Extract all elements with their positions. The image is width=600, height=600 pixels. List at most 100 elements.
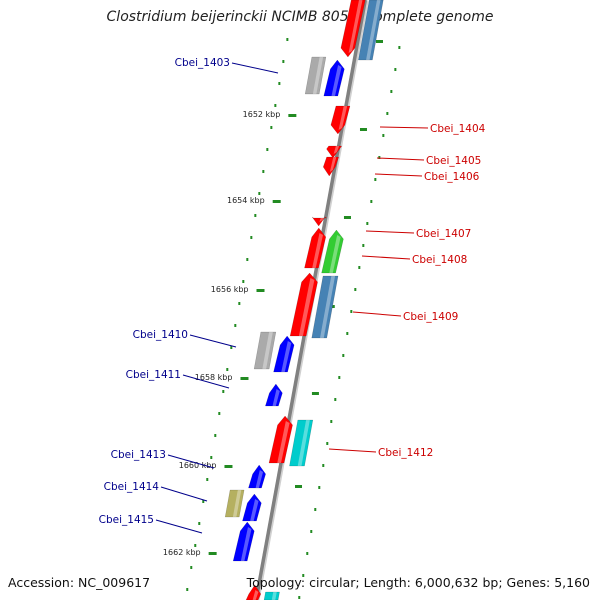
scale-tick (240, 377, 249, 380)
genome-title: Clostridium beijerinckii NCIMB 8052, com… (106, 9, 494, 25)
label-Cbei_1412[interactable]: Cbei_1412 (378, 447, 433, 459)
gene-red-bottom[interactable] (245, 584, 262, 600)
label-Cbei_1408[interactable]: Cbei_1408 (412, 254, 467, 266)
scale-tick (256, 289, 265, 292)
gene-Cbei_1407[interactable] (304, 227, 327, 269)
track-dot-left (282, 60, 285, 63)
track-dot-right (378, 156, 381, 159)
track-dot-right (350, 310, 353, 313)
label-Cbei_1413[interactable]: Cbei_1413 (111, 449, 166, 461)
track-dot-left (222, 390, 225, 393)
gene-steel-top[interactable] (358, 0, 384, 61)
track-dot-right (298, 596, 301, 599)
gene-Cbei_1413-shade (255, 470, 264, 488)
track-dot-right (398, 46, 401, 49)
gene-Cbei_1412-red-shade (277, 421, 290, 463)
gene-Cbei_1414-olive[interactable] (224, 489, 245, 518)
track-dot-right (302, 574, 305, 577)
gene-Cbei_1412[interactable] (289, 419, 314, 467)
track-dot-right (382, 134, 385, 137)
leader-Cbei_1408 (361, 255, 411, 260)
gene-Cbei_1414-shade (250, 499, 259, 521)
track-dot-left (274, 104, 277, 107)
scale-tick-right (295, 485, 303, 488)
gene-Cbei_1410[interactable] (273, 335, 295, 373)
accession-label: Accession: NC_009617 (8, 575, 151, 590)
track-dot-right (374, 178, 377, 181)
track-dot-right (386, 112, 389, 115)
gene-Cbei_1409[interactable] (311, 275, 339, 339)
leader-Cbei_1414 (160, 486, 208, 502)
label-Cbei_1409[interactable]: Cbei_1409 (403, 311, 458, 323)
gene-Cbei_1407-cap[interactable] (311, 216, 328, 227)
gene-Cbei_1410-gray[interactable] (253, 331, 277, 370)
label-Cbei_1406[interactable]: Cbei_1406 (424, 171, 480, 183)
gene-cyan-bottom-shade (271, 592, 277, 600)
leader-Cbei_1403 (231, 62, 279, 74)
track-dot-right (334, 398, 337, 401)
track-dot-left (270, 126, 273, 129)
track-dot-left (246, 258, 249, 261)
gene-Cbei_1408[interactable] (321, 229, 344, 274)
gene-Cbei_1406[interactable] (322, 156, 340, 177)
track-dot-left (238, 302, 241, 305)
track-dot-left (218, 412, 221, 415)
gene-Cbei_1413[interactable] (248, 464, 266, 489)
leader-Cbei_1405 (376, 157, 425, 161)
gene-Cbei_1404[interactable] (330, 105, 351, 135)
leader-Cbei_1404 (379, 126, 429, 129)
gene-Cbei_1403-gray[interactable] (304, 56, 327, 95)
gene-Cbei_1405[interactable] (326, 145, 343, 159)
label-Cbei_1415[interactable]: Cbei_1415 (99, 514, 154, 526)
gene-Cbei_1405-shade (333, 146, 340, 154)
track-dot-right (322, 464, 325, 467)
gene-cyan-bottom[interactable] (263, 591, 280, 600)
track-dot-right (394, 68, 397, 71)
track-dot-right (358, 266, 361, 269)
track-dot-right (390, 90, 393, 93)
track-dot-left (234, 324, 237, 327)
track-dot-right (330, 420, 333, 423)
gene-Cbei_1415-shade (240, 527, 252, 561)
label-Cbei_1405[interactable]: Cbei_1405 (426, 155, 481, 167)
gene-red-top-shade (348, 0, 363, 53)
gene-Cbei_1412-red[interactable] (268, 415, 293, 464)
gene-Cbei_1410-gray-shade (262, 332, 273, 369)
track-dot-right (362, 244, 365, 247)
gene-Cbei_1409-red[interactable] (289, 272, 318, 337)
scale-1660-label: 1660 kbp (179, 461, 217, 470)
track-dot-left (254, 214, 257, 217)
label-Cbei_1410[interactable]: Cbei_1410 (133, 329, 188, 341)
gene-Cbei_1411[interactable] (265, 383, 283, 407)
topology-label: Topology: circular; Length: 6,000,632 bp… (246, 575, 590, 590)
label-Cbei_1411[interactable]: Cbei_1411 (126, 369, 181, 381)
gene-Cbei_1414[interactable] (242, 493, 262, 522)
label-Cbei_1404[interactable]: Cbei_1404 (430, 123, 486, 135)
track-dot-left (226, 368, 229, 371)
label-Cbei_1414[interactable]: Cbei_1414 (104, 481, 160, 493)
scale-tick-right (311, 392, 319, 395)
track-dot-right (366, 222, 369, 225)
leader-Cbei_1407 (365, 230, 415, 234)
label-Cbei_1407[interactable]: Cbei_1407 (416, 228, 471, 240)
leader-Cbei_1412 (328, 448, 377, 453)
track-dot-left (186, 588, 189, 591)
gene-Cbei_1411-shade (272, 389, 280, 406)
track-dot-left (190, 566, 193, 569)
gene-red-top[interactable] (340, 0, 366, 58)
scale-tick (224, 465, 233, 468)
track-dot-left (242, 280, 245, 283)
gene-Cbei_1407-shade (312, 233, 323, 268)
track-dot-left (230, 346, 233, 349)
gene-Cbei_1403[interactable] (323, 59, 345, 97)
gene-Cbei_1415[interactable] (232, 521, 255, 562)
label-Cbei_1403[interactable]: Cbei_1403 (175, 57, 230, 69)
leader-Cbei_1409 (352, 311, 402, 317)
track-dot-left (198, 522, 201, 525)
gene-Cbei_1403-shade (331, 65, 342, 96)
track-dot-left (202, 500, 205, 503)
scale-1652-label: 1652 kbp (243, 110, 281, 119)
scale-tick (288, 114, 297, 117)
